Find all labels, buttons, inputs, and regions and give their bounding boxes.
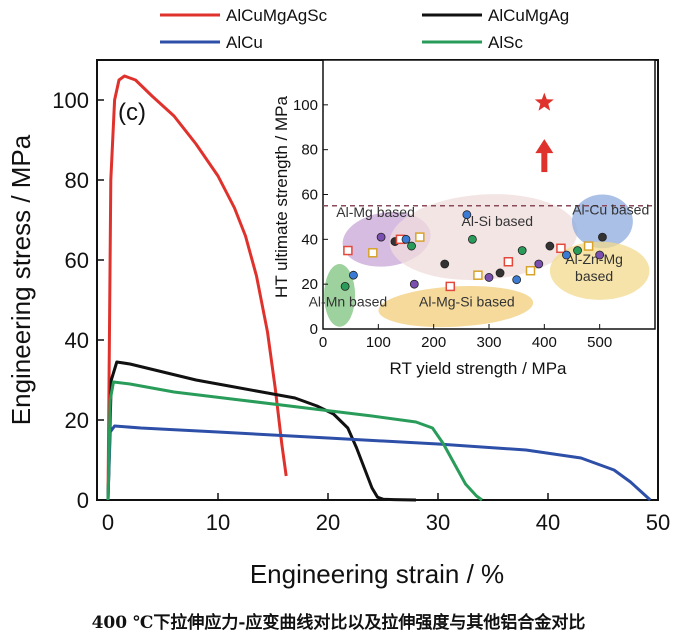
series-line-alcumgag: [106, 360, 417, 502]
legend-label-alcumgag: AlCuMgAg: [488, 6, 569, 25]
legend-label-alcumgagsc: AlCuMgAgSc: [226, 6, 328, 25]
inset-data-point: [462, 210, 472, 220]
region-al-mg-si-based: [378, 286, 534, 328]
inset-data-point: [545, 241, 555, 251]
x-tick-label: 0: [102, 510, 114, 535]
inset-data-point: [598, 232, 607, 242]
highlight-arrow-head: [535, 139, 554, 154]
inset-data-point: [407, 241, 416, 251]
y-tick-label: 40: [65, 328, 89, 353]
inset-data-point: [495, 268, 505, 278]
region-label-al-zn-mg-based: Al-Zn-Mg based: [565, 251, 623, 284]
inset-data-point: [484, 273, 494, 282]
x-tick-label: 40: [536, 510, 560, 535]
inset-data-point: [573, 246, 582, 255]
inset-data-point: [562, 250, 571, 260]
inset-data-point: [349, 270, 358, 280]
x-tick-label: 20: [316, 510, 340, 535]
region-al-mn-based: [324, 263, 356, 327]
inset-x-tick-label: 100: [366, 334, 391, 351]
region-label-al-si-based: Al-Si based: [462, 213, 534, 229]
inset-axis-ticks: 0 100 200 300 400 500 0 20 40 60 80 100: [293, 97, 612, 351]
region-al-cu-based: [572, 194, 633, 249]
region-al-si-based: [389, 194, 578, 281]
main-series-group: [106, 74, 652, 502]
inset-data-point: [595, 250, 605, 260]
inset-y-tick-label: 0: [310, 321, 318, 338]
inset-data-point: [445, 281, 456, 292]
inset-plot: Al-Mg based Al-Si based Al-Cu based Al-Zn-M…: [272, 59, 656, 378]
legend-label-alcu: AlCu: [226, 33, 263, 52]
series-line-alsc: [106, 380, 483, 502]
series-line-alcu: [106, 424, 652, 502]
highlight-star: [534, 92, 554, 111]
y-tick-label: 60: [65, 248, 89, 273]
inset-data-point: [503, 257, 514, 267]
inset-data-point: [415, 232, 425, 242]
inset-data-point: [409, 279, 419, 289]
inset-data-point: [525, 265, 536, 276]
x-tick-label: 30: [426, 510, 450, 535]
inset-data-point: [376, 232, 386, 242]
inset-x-tick-label: 0: [319, 334, 327, 351]
inset-data-point: [340, 282, 350, 291]
inset-data-point: [401, 234, 411, 244]
inset-x-axis-title: RT yield strength / MPa: [389, 359, 567, 378]
inset-y-tick-label: 40: [301, 231, 318, 248]
inset-data-point: [583, 241, 594, 251]
legend: AlCuMgAgSc AlCuMgAg AlCu AlSc: [160, 6, 569, 52]
inset-x-tick-label: 200: [421, 334, 446, 351]
inset-data-point: [556, 243, 566, 254]
inset-data-point: [512, 275, 522, 285]
x-tick-label: 50: [646, 510, 670, 535]
y-tick-label: 20: [65, 408, 89, 433]
x-axis-title: Engineering strain / %: [250, 559, 504, 589]
region-label-al-mg-based: Al-Mg based: [336, 204, 415, 220]
region-al-zn-mg-based: [549, 241, 650, 300]
inset-data-point: [534, 259, 544, 269]
inset-data-point: [368, 248, 378, 258]
y-axis-title: Engineering stress / MPa: [6, 134, 36, 425]
inset-x-tick-label: 500: [587, 334, 612, 351]
inset-y-tick-label: 60: [301, 187, 318, 204]
inset-data-point: [473, 270, 483, 280]
series-line-alcumgagsc: [106, 74, 288, 501]
inset-y-tick-label: 80: [301, 142, 318, 159]
region-label-al-mg-si-based: Al-Mg-Si based: [419, 294, 515, 310]
y-tick-label: 100: [52, 88, 89, 113]
inset-highlight: [534, 92, 554, 173]
inset-y-tick-label: 100: [293, 97, 318, 114]
region-label-al-mn-based: Al-Mn based: [309, 294, 388, 310]
region-label-al-cu-based: Al-Cu based: [572, 202, 649, 218]
legend-label-alsc: AlSc: [488, 33, 523, 52]
y-tick-label: 80: [65, 168, 89, 193]
inset-x-tick-label: 400: [532, 334, 557, 351]
x-tick-label: 10: [206, 510, 230, 535]
y-tick-label: 0: [77, 488, 89, 513]
inset-data-point: [467, 234, 477, 244]
inset-points: [340, 210, 607, 292]
inset-y-axis-title: HT ultimate strength / MPa: [272, 96, 291, 298]
inset-data-point: [440, 259, 450, 269]
inset-y-tick-label: 20: [301, 276, 318, 293]
inset-data-point: [517, 246, 527, 255]
inset-regions: Al-Mg based Al-Si based Al-Cu based Al-Zn-M…: [309, 194, 655, 328]
inset-x-tick-label: 300: [476, 334, 501, 351]
figure-caption: 400 ℃下拉伸应力-应变曲线对比以及拉伸强度与其他铝合金对比: [91, 613, 586, 633]
panel-label: (c): [118, 99, 146, 126]
inset-data-point: [343, 245, 353, 256]
